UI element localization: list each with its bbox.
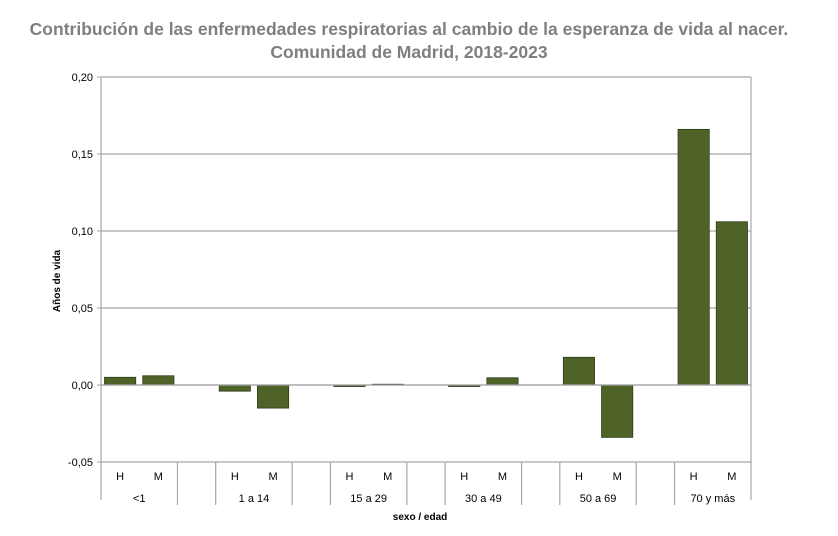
x-axis-label: sexo / edad xyxy=(393,512,447,523)
y-tick-label: 0,20 xyxy=(72,72,93,84)
subcategory-label: M xyxy=(268,471,277,483)
y-axis-label: Años de vida xyxy=(52,249,63,312)
category-label: 50 a 69 xyxy=(580,493,617,505)
category-label: <1 xyxy=(133,493,146,505)
bar xyxy=(104,376,137,386)
y-tick-label: 0,15 xyxy=(72,149,93,161)
subcategory-label: H xyxy=(231,471,239,483)
category-label: 15 a 29 xyxy=(350,493,387,505)
bar xyxy=(257,384,290,409)
subcategory-label: M xyxy=(154,471,163,483)
subcategory-label: M xyxy=(383,471,392,483)
subcategory-label: H xyxy=(346,471,354,483)
bar xyxy=(562,356,595,386)
category-label: 70 y más xyxy=(690,493,735,505)
subcategory-label: H xyxy=(116,471,124,483)
subcategory-label: H xyxy=(690,471,698,483)
category-label: 1 a 14 xyxy=(239,493,270,505)
bar xyxy=(218,384,251,392)
bar xyxy=(486,377,519,386)
y-tick-label: 0,10 xyxy=(72,226,93,238)
subcategory-label: M xyxy=(498,471,507,483)
bar xyxy=(601,384,634,438)
bar xyxy=(142,375,175,386)
y-tick-label: 0,05 xyxy=(72,303,93,315)
y-tick-label: 0,00 xyxy=(72,380,93,392)
chart-title: Contribución de las enfermedades respira… xyxy=(29,19,789,62)
bar xyxy=(715,221,748,386)
subcategory-label: M xyxy=(613,471,622,483)
bar xyxy=(677,128,710,386)
subcategory-label: H xyxy=(460,471,468,483)
subcategory-label: M xyxy=(727,471,736,483)
category-label: 30 a 49 xyxy=(465,493,502,505)
y-tick-label: -0,05 xyxy=(68,457,93,469)
subcategory-label: H xyxy=(575,471,583,483)
